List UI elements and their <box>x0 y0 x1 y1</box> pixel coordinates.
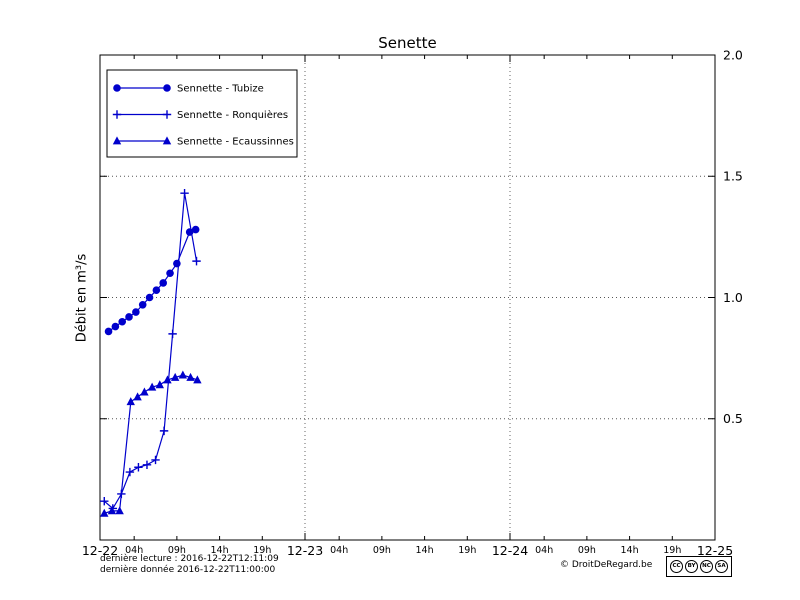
cc-sa-icon: SA <box>715 560 728 573</box>
svg-text:Sennette - Tubize: Sennette - Tubize <box>177 84 264 95</box>
cc-nc-icon: NC <box>700 560 713 573</box>
copyright-text: © DroitDeRegard.be <box>560 560 653 570</box>
svg-text:14h: 14h <box>621 545 639 556</box>
svg-text:Sennette - Ronquières: Sennette - Ronquières <box>177 109 288 121</box>
svg-text:12-22: 12-22 <box>82 543 118 558</box>
svg-text:04h: 04h <box>125 545 143 556</box>
svg-text:09h: 09h <box>578 545 596 556</box>
axis-ticks <box>99 54 716 540</box>
series-1 <box>100 189 201 513</box>
svg-text:0.5: 0.5 <box>723 411 743 426</box>
svg-text:14h: 14h <box>416 545 434 556</box>
legend: Sennette - Tubize Sennette - Ronquières Se… <box>106 69 298 158</box>
svg-text:1.5: 1.5 <box>723 169 743 184</box>
svg-text:04h: 04h <box>330 545 348 556</box>
svg-text:09h: 09h <box>373 545 391 556</box>
cc-by-icon: BY <box>685 560 698 573</box>
svg-text:12-23: 12-23 <box>287 543 323 558</box>
y-axis-labels: 0.5 1.0 1.5 2.0 <box>723 47 743 426</box>
svg-text:14h: 14h <box>211 545 229 556</box>
svg-text:2.0: 2.0 <box>723 47 743 62</box>
x-axis-labels: 12-22 12-23 12-24 12-25 04h 09h 14h 19h 04h 09h 14… <box>82 543 733 558</box>
last-data-text: dernière donnée 2016-12-22T11:00:00 <box>100 565 276 575</box>
svg-text:19h: 19h <box>663 545 681 556</box>
svg-text:12-24: 12-24 <box>492 543 528 558</box>
series-0 <box>104 225 200 336</box>
svg-text:1.0: 1.0 <box>723 290 743 305</box>
chart-title: Senette <box>378 34 437 52</box>
svg-text:04h: 04h <box>535 545 553 556</box>
svg-text:12-25: 12-25 <box>697 543 733 558</box>
svg-text:09h: 09h <box>168 545 186 556</box>
gridlines <box>100 55 715 540</box>
cc-logo-icon: CC <box>670 560 683 573</box>
svg-text:19h: 19h <box>253 545 271 556</box>
last-read-text: dernière lecture : 2016-12-22T12:11:09 <box>100 554 279 564</box>
cc-license-badge: CC BY NC SA <box>666 556 732 577</box>
series-2 <box>100 370 202 517</box>
svg-text:Sennette - Ecaussinnes: Sennette - Ecaussinnes <box>177 137 294 148</box>
svg-text:19h: 19h <box>458 545 476 556</box>
